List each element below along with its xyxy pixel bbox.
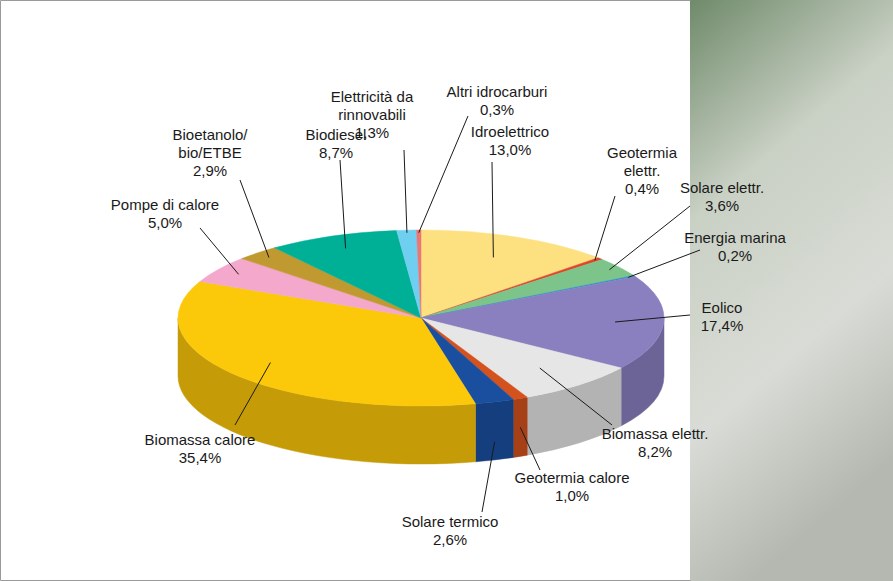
- label-line: Biomassa calore: [145, 431, 256, 448]
- label-line: Solare elettr.: [680, 179, 764, 196]
- leader-line: [492, 162, 493, 257]
- slice-label: Idroelettrico: [471, 123, 549, 140]
- value-label: 0,3%: [480, 101, 514, 118]
- slice-label: Bioetanolo/bio/ETBE: [172, 126, 248, 161]
- leader-line: [595, 196, 615, 260]
- slice-label: Solare termico: [402, 513, 499, 530]
- value-label: 2,9%: [193, 162, 227, 179]
- leader-line: [628, 250, 700, 277]
- slice-side: [513, 397, 527, 457]
- slice: [274, 230, 421, 318]
- label-line: Bioetanolo/: [172, 126, 248, 143]
- label-line: Idroelettrico: [471, 123, 549, 140]
- slice: [397, 230, 421, 318]
- label-line: elettr.: [624, 162, 661, 179]
- value-label: 17,4%: [701, 317, 744, 334]
- label-line: Geotermia: [607, 144, 678, 161]
- slice-label: Biomassa elettr.: [602, 425, 709, 442]
- value-label: 2,6%: [433, 531, 467, 548]
- slice-label: Solare elettr.: [680, 179, 764, 196]
- label-line: Pompe di calore: [111, 196, 219, 213]
- leader-line: [419, 116, 468, 233]
- leader-line: [609, 206, 690, 270]
- leader-line: [404, 150, 407, 233]
- value-label: 3,6%: [705, 197, 739, 214]
- label-line: Eolico: [702, 299, 743, 316]
- label-line: Solare termico: [402, 513, 499, 530]
- label-line: Biomassa elettr.: [602, 425, 709, 442]
- chart: Idroelettrico13,0% Geotermiaelettr.0,4% So…: [0, 0, 893, 581]
- slice-label: Geotermiaelettr.: [607, 144, 678, 179]
- leader-line: [240, 180, 269, 257]
- leader-line: [520, 427, 540, 470]
- leader-line: [540, 368, 612, 425]
- frame: [1, 1, 691, 581]
- label-line: Energia marina: [684, 229, 786, 246]
- slice-label: Elettricità darinnovabili: [331, 88, 414, 123]
- slice-label: Altri idrocarburi: [447, 83, 548, 100]
- leader-line: [482, 442, 495, 512]
- value-label: 5,0%: [148, 214, 182, 231]
- slice-side: [475, 399, 513, 461]
- value-label: 0,2%: [718, 247, 752, 264]
- value-label: 1,0%: [555, 487, 589, 504]
- slice-label: Energia marina: [684, 229, 786, 246]
- label-line: bio/ETBE: [178, 144, 241, 161]
- value-label: 35,4%: [179, 449, 222, 466]
- leader-line: [235, 363, 270, 425]
- slice: [416, 230, 421, 318]
- slice-label: Biomassa calore: [145, 431, 256, 448]
- label-line: Altri idrocarburi: [447, 83, 548, 100]
- labels: Idroelettrico13,0% Geotermiaelettr.0,4% So…: [111, 83, 787, 548]
- value-label: 8,7%: [319, 144, 353, 161]
- pie-tops: [178, 230, 664, 406]
- leader-line: [340, 160, 346, 248]
- value-label: 13,0%: [489, 141, 532, 158]
- leader-line: [200, 228, 239, 274]
- background: [0, 0, 690, 581]
- label-line: Geotermia calore: [514, 469, 629, 486]
- leader-line: [615, 315, 690, 322]
- value-label: 0,4%: [625, 180, 659, 197]
- slice-label: Pompe di calore: [111, 196, 219, 213]
- value-label: 8,2%: [638, 443, 672, 460]
- slice-label: Eolico: [702, 299, 743, 316]
- label-line: rinnovabili: [338, 106, 406, 123]
- value-label: 1,3%: [355, 124, 389, 141]
- background-photo: [690, 0, 893, 581]
- slice-label: Geotermia calore: [514, 469, 629, 486]
- label-line: Elettricità da: [331, 88, 414, 105]
